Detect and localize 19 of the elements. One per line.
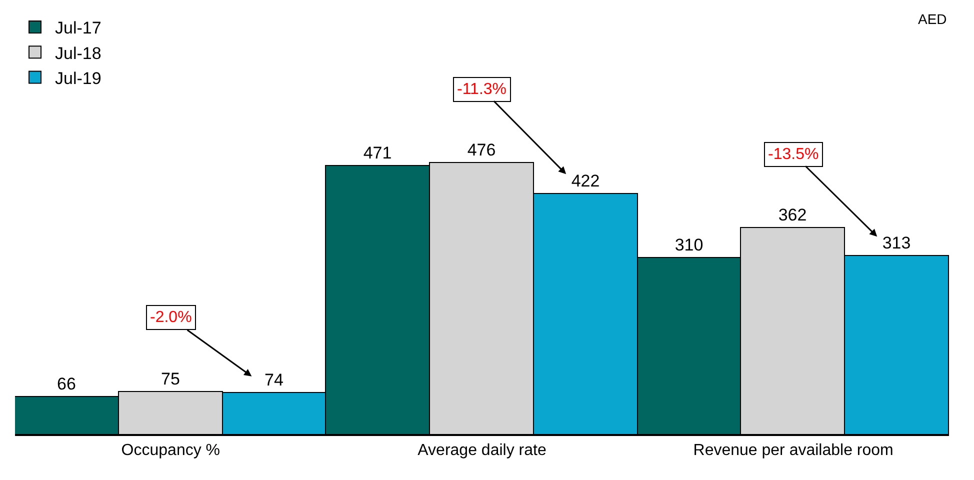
legend-label: Jul-18 bbox=[55, 44, 102, 63]
x-tick-label: Average daily rate bbox=[418, 442, 546, 460]
data-label: 66 bbox=[57, 374, 76, 394]
legend-label: Jul-17 bbox=[55, 18, 102, 38]
x-tick-label: Revenue per available room bbox=[693, 442, 894, 460]
data-label: 362 bbox=[778, 206, 807, 224]
data-label: 471 bbox=[363, 144, 392, 162]
x-tick-label: Occupancy % bbox=[121, 442, 220, 460]
data-label: 75 bbox=[161, 370, 180, 388]
legend-label: Jul-19 bbox=[55, 68, 102, 88]
annotation: -2.0% bbox=[150, 309, 192, 326]
data-label: 74 bbox=[264, 370, 284, 390]
data-label: 310 bbox=[674, 236, 704, 254]
data-label: 422 bbox=[571, 172, 600, 190]
annotation: -13.5% bbox=[768, 146, 819, 163]
text: AED bbox=[918, 11, 947, 27]
data-label: 476 bbox=[467, 140, 496, 160]
text: -11.3% bbox=[457, 81, 507, 98]
data-label: 313 bbox=[882, 234, 911, 252]
